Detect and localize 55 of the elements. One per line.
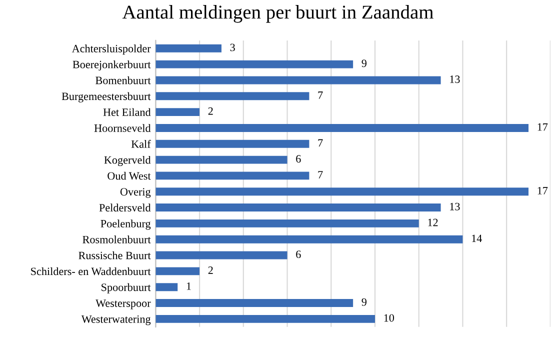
data-label: 6 — [296, 155, 301, 163]
data-label: 9 — [362, 298, 366, 306]
y-tick-label: Het Eiland — [103, 108, 151, 116]
bar — [156, 140, 310, 148]
y-tick-label: Schilders- en Waddenbuurt — [31, 267, 151, 276]
data-label: 7 — [318, 171, 323, 178]
data-label: 12 — [428, 218, 438, 226]
data-label: 7 — [318, 139, 323, 147]
y-tick-label: Westerspoor — [96, 300, 151, 310]
bar — [156, 314, 375, 323]
bar — [156, 283, 178, 292]
y-tick-label: Poelenburg — [100, 220, 151, 230]
y-tick-label: Westerwatering — [81, 315, 151, 326]
y-tick-label: Russische Buurt — [78, 251, 151, 260]
data-label: 7 — [318, 92, 323, 99]
bar — [156, 44, 222, 52]
bar — [156, 76, 441, 84]
bar — [156, 235, 463, 244]
y-tick-label: Spoorbuurt — [102, 283, 151, 294]
data-label: 14 — [472, 234, 482, 242]
data-label: 13 — [450, 76, 460, 84]
y-tick-label: Bomenbuurt — [96, 76, 151, 84]
data-label: 13 — [450, 202, 460, 210]
data-label: 17 — [538, 186, 548, 194]
y-tick-label: Kalf — [131, 140, 151, 148]
y-tick-label: Burgemeestersbuurt — [62, 92, 151, 102]
bar — [156, 156, 288, 164]
bar — [156, 299, 354, 307]
bar — [156, 219, 419, 228]
bar — [156, 172, 310, 180]
bar — [156, 188, 529, 196]
data-label: 9 — [362, 60, 366, 68]
y-tick-label: Peldersveld — [99, 204, 151, 212]
y-tick-label: Hoornseveld — [94, 124, 151, 132]
data-label: 17 — [538, 123, 548, 131]
y-tick-label: Oud West — [108, 172, 151, 180]
data-label: 1 — [186, 282, 191, 290]
bar — [156, 92, 310, 100]
data-label: 3 — [230, 44, 235, 52]
chart-title: Aantal meldingen per buurt in Zaandam — [122, 5, 434, 23]
data-label: 2 — [208, 107, 213, 115]
bar — [156, 204, 441, 212]
y-tick-label: Rosmolenbuurt — [82, 236, 151, 244]
y-tick-label: Overig — [120, 188, 151, 198]
data-label: 6 — [296, 250, 301, 258]
data-label: 10 — [384, 314, 394, 322]
y-tick-label: Kogerveld — [104, 156, 151, 166]
y-tick-label: Achtersluispolder — [72, 44, 151, 55]
bar — [156, 267, 200, 276]
y-tick-label: Boerejonkerbuurt — [72, 60, 151, 71]
data-label: 2 — [208, 266, 213, 274]
bar — [156, 251, 288, 260]
bar — [156, 60, 354, 68]
bar — [156, 124, 529, 132]
bar — [156, 108, 200, 116]
